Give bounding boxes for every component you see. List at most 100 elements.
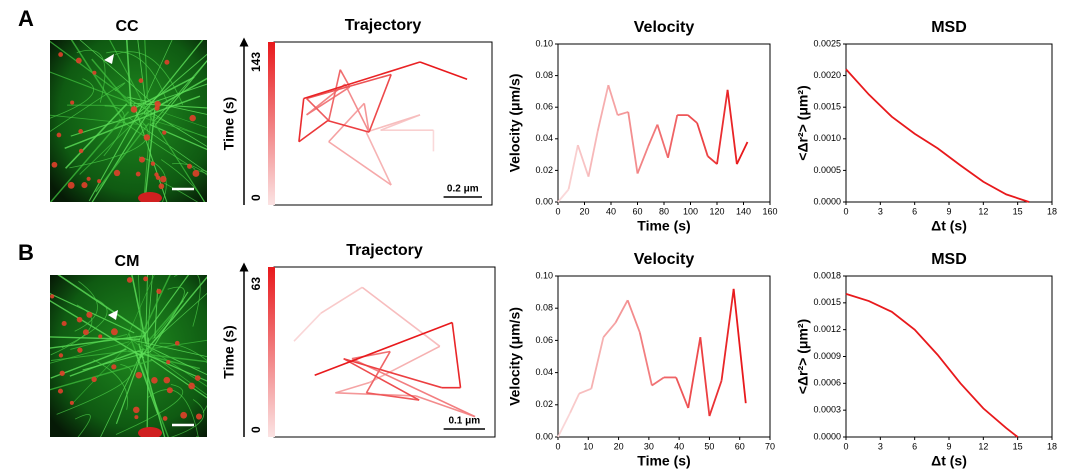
y-tick-label: 0.0000: [813, 431, 841, 441]
fiber: [144, 109, 156, 202]
spot: [154, 100, 161, 108]
fiber: [153, 293, 207, 341]
spot: [110, 328, 118, 336]
spot: [91, 376, 97, 383]
fiber: [65, 103, 128, 169]
spot: [67, 181, 75, 189]
colorbar-tick-label: 0: [249, 426, 263, 433]
x-axis-label: Δt (s): [931, 218, 967, 234]
y-tick-label: 0.0000: [813, 196, 841, 206]
trajectory-segment: [298, 98, 305, 142]
fiber: [79, 40, 153, 104]
y-tick-label: 0.08: [535, 303, 553, 313]
x-tick-label: 60: [632, 206, 642, 216]
fiber: [127, 96, 207, 115]
trajectory-segment: [351, 350, 391, 360]
spot: [59, 370, 65, 376]
fiber: [82, 351, 152, 371]
fiber: [150, 358, 207, 399]
fiber: [115, 384, 183, 435]
fiber: [50, 78, 94, 119]
fiber: [144, 40, 149, 98]
x-tick-label: 60: [735, 441, 745, 451]
fiber: [50, 114, 149, 126]
trajectory-segment: [293, 312, 322, 342]
fiber: [145, 118, 207, 138]
line-segment: [732, 288, 747, 404]
fiber: [103, 105, 125, 157]
line-segment: [699, 337, 711, 417]
chart-title: MSD: [931, 19, 967, 36]
y-tick-label: 0.08: [535, 70, 553, 80]
spot: [138, 192, 162, 202]
plot-frame: [557, 275, 771, 438]
fiber: [173, 275, 201, 327]
line-segment: [726, 89, 738, 165]
fiber: [74, 280, 98, 332]
spot: [133, 406, 140, 414]
spot: [78, 129, 84, 134]
trajectory-segment: [365, 131, 392, 186]
spot: [158, 183, 165, 190]
line-segment: [687, 114, 698, 124]
scale-bar-label: 0.1 μm: [448, 416, 480, 427]
fiber: [152, 286, 185, 340]
spot: [194, 375, 201, 381]
fiber: [149, 291, 189, 353]
fiber: [56, 363, 132, 415]
plot-frame: [273, 41, 493, 206]
x-tick-label: 0: [843, 206, 848, 216]
x-tick-label: 100: [683, 206, 698, 216]
trajectory-segment: [365, 351, 391, 394]
fiber: [147, 389, 199, 437]
y-tick-label: 0.0012: [813, 324, 841, 334]
spot: [150, 161, 156, 166]
fiber: [128, 338, 207, 358]
x-tick-label: 10: [583, 441, 593, 451]
x-tick-label: 0: [555, 206, 560, 216]
y-tick-label: 0.04: [535, 367, 553, 377]
x-tick-label: 6: [912, 206, 917, 216]
spot: [61, 320, 67, 327]
trajectory-segment: [298, 119, 329, 143]
trajectory-segment: [306, 97, 330, 122]
trajectory-segment: [327, 119, 370, 133]
x-tick-label: 20: [614, 441, 624, 451]
trajectory-segment: [363, 103, 370, 133]
line-segment: [587, 130, 599, 177]
spot: [135, 371, 143, 379]
spot: [192, 170, 200, 177]
spot: [151, 377, 158, 384]
line-segment: [696, 122, 709, 157]
spot: [163, 376, 171, 384]
line-segment: [651, 376, 665, 387]
fiber: [95, 122, 150, 193]
y-tick-label: 0.00: [535, 196, 553, 206]
spot: [187, 163, 193, 169]
fiber: [72, 335, 138, 404]
fiber: [134, 350, 159, 415]
spot: [82, 329, 89, 336]
fiber: [137, 339, 207, 352]
x-tick-label: 18: [1047, 441, 1057, 451]
spot: [50, 294, 55, 299]
fiber: [61, 297, 108, 349]
spot: [69, 400, 74, 405]
fiber: [160, 159, 205, 202]
spot: [162, 416, 168, 421]
plot-frame: [557, 43, 771, 203]
fiber: [159, 342, 207, 362]
trajectory-segment: [327, 69, 342, 121]
line-segment: [557, 188, 570, 203]
trajectory-segment: [351, 357, 476, 418]
chart-title: Trajectory: [346, 242, 423, 259]
fiber: [93, 359, 128, 410]
y-axis-label: <Δr²> (μm²): [795, 85, 811, 160]
fiber: [50, 71, 134, 105]
line-segment: [647, 124, 659, 148]
line-segment: [736, 141, 749, 165]
fiber: [137, 350, 207, 382]
line-segment: [557, 412, 571, 438]
line: [845, 68, 1030, 203]
y-tick-label: 0.04: [535, 133, 553, 143]
